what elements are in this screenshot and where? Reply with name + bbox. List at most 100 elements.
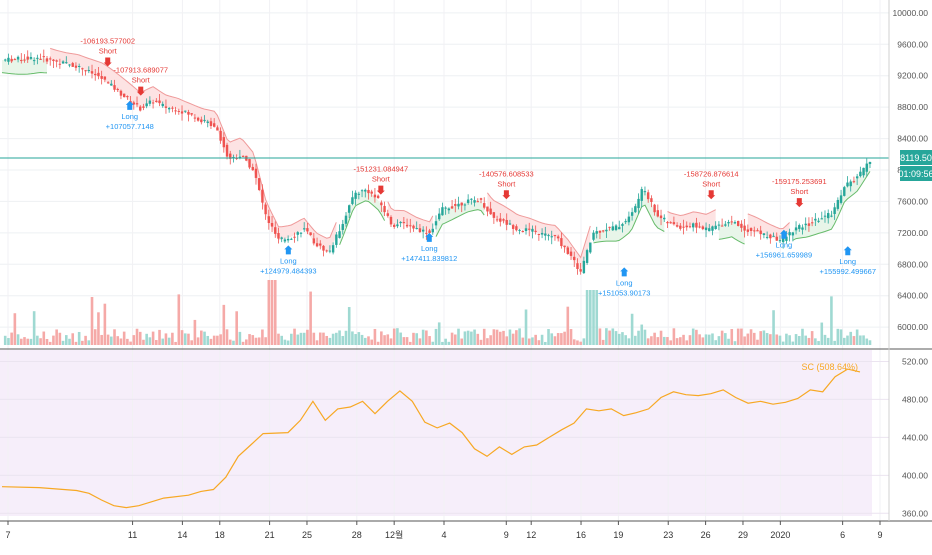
bear-candle xyxy=(486,206,489,212)
volume-bar xyxy=(634,335,637,345)
volume-bar xyxy=(772,310,775,345)
indicator-tick-label: 400.00 xyxy=(902,470,928,480)
bull-candle xyxy=(290,238,293,240)
bull-candle xyxy=(605,229,608,232)
bull-candle xyxy=(16,56,20,60)
volume-bar xyxy=(579,341,582,345)
volume-bar xyxy=(380,331,383,345)
bull-candle xyxy=(286,238,290,241)
time-tick-label: 9 xyxy=(877,530,882,540)
bull-candle xyxy=(868,161,872,165)
volume-bar xyxy=(367,336,370,345)
volume-bar xyxy=(865,338,869,345)
bear-candle xyxy=(576,263,579,269)
bear-candle xyxy=(402,222,406,224)
bear-candle xyxy=(135,103,139,105)
volume-bar xyxy=(312,332,316,345)
long-arrow-icon xyxy=(779,229,788,239)
bear-candle xyxy=(325,250,328,252)
bear-candle xyxy=(489,208,492,215)
bear-candle xyxy=(71,63,74,67)
bull-candle xyxy=(36,57,39,59)
bear-candle xyxy=(675,225,679,227)
bull-candle xyxy=(711,226,714,231)
volume-bar xyxy=(200,330,203,345)
volume-bar xyxy=(727,338,730,345)
time-tick-label: 25 xyxy=(302,530,312,540)
volume-bar xyxy=(830,296,833,345)
uptrend-band xyxy=(792,160,870,241)
bear-candle xyxy=(505,219,508,225)
long-marker-label: Long xyxy=(280,256,297,265)
price-tick-label: 8400.00 xyxy=(897,134,928,144)
volume-bar xyxy=(357,332,361,345)
volume-bar xyxy=(778,335,782,345)
bull-candle xyxy=(589,242,592,253)
bull-candle xyxy=(167,107,171,110)
volume-bar xyxy=(711,333,714,345)
bull-candle xyxy=(421,229,425,232)
bear-candle xyxy=(556,236,560,239)
bear-candle xyxy=(219,130,222,141)
uptrend-stop-line xyxy=(792,171,871,241)
bear-candle xyxy=(852,181,856,183)
time-tick-label: 7 xyxy=(5,530,10,540)
bull-candle xyxy=(814,218,817,221)
volume-bar xyxy=(592,290,595,345)
long-arrow-icon xyxy=(843,246,852,256)
bull-candle xyxy=(717,224,721,226)
bull-candle xyxy=(148,100,152,104)
bear-candle xyxy=(511,225,515,229)
volume-bar xyxy=(434,328,438,345)
volume-bar xyxy=(759,331,762,345)
bull-candle xyxy=(331,245,335,253)
volume-bar xyxy=(862,335,865,345)
bear-candle xyxy=(187,112,190,115)
bull-candle xyxy=(444,207,447,209)
volume-bar xyxy=(444,338,447,345)
volume-bar xyxy=(531,337,534,345)
bear-candle xyxy=(573,256,576,261)
bull-candle xyxy=(839,195,843,203)
volume-bar xyxy=(267,280,271,345)
bull-candle xyxy=(595,231,598,234)
bear-candle xyxy=(251,166,254,171)
volume-bar xyxy=(846,335,849,345)
bull-candle xyxy=(61,61,65,64)
volume-bar xyxy=(299,332,303,345)
bull-candle xyxy=(357,193,361,195)
volume-bar xyxy=(3,335,7,345)
volume-bar xyxy=(222,304,226,345)
bull-candle xyxy=(827,213,830,219)
bear-candle xyxy=(90,71,94,74)
indicator-axis[interactable]: 520.00 480.00 440.00 400.00 360.00 xyxy=(902,356,928,518)
bear-candle xyxy=(521,231,524,233)
volume-bar xyxy=(177,294,181,345)
volume-bar xyxy=(19,338,23,345)
bull-candle xyxy=(823,215,827,217)
volume-bar xyxy=(376,341,380,345)
bear-candle xyxy=(646,192,650,200)
time-axis[interactable]: 7 11 14 18 21 25 28 12월 4 9 12 16 19 23 26 29 2020 6 9 xyxy=(5,521,883,540)
bull-candle xyxy=(338,231,341,238)
bear-candle xyxy=(450,206,454,209)
volume-bar xyxy=(10,332,13,345)
volume-bar xyxy=(550,333,554,345)
volume-bar xyxy=(386,334,390,345)
volume-bar xyxy=(849,331,853,345)
bear-candle xyxy=(569,251,573,256)
bear-candle xyxy=(319,243,322,246)
sc-indicator-line xyxy=(1,368,861,509)
bull-candle xyxy=(691,223,695,228)
uptrend-stop-line xyxy=(718,236,745,245)
bear-candle xyxy=(383,205,386,213)
bull-candle xyxy=(855,176,859,179)
volume-bar xyxy=(351,331,354,345)
volume-bar xyxy=(84,335,87,345)
volume-bar xyxy=(290,333,293,345)
time-tick-label: 2020 xyxy=(770,530,790,540)
volume-bar xyxy=(306,329,309,345)
bear-candle xyxy=(495,219,499,221)
